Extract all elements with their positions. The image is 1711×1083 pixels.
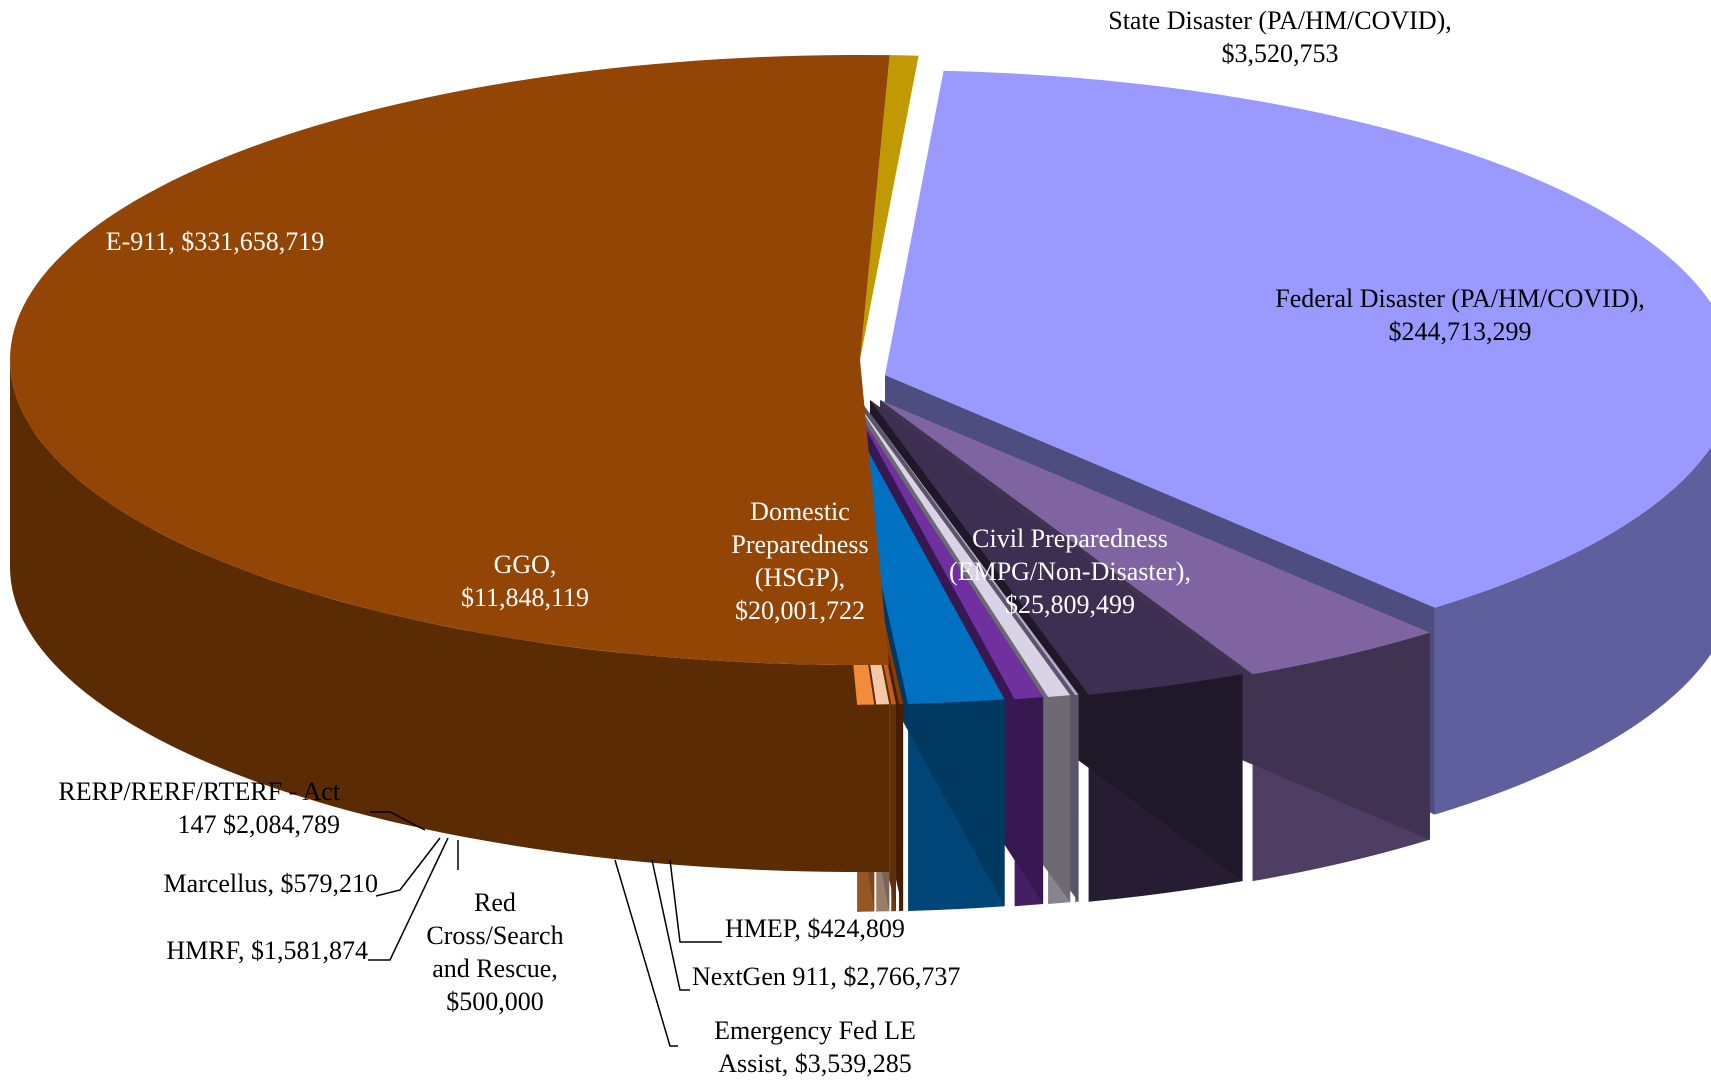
slice-label: Federal Disaster (PA/HM/COVID), $244,713… xyxy=(1240,282,1680,348)
slice-label: Civil Preparedness (EMPG/Non-Disaster), … xyxy=(925,522,1215,621)
leader-line xyxy=(669,859,722,943)
leader-line xyxy=(651,859,690,991)
slice-top xyxy=(855,400,1071,698)
category-name: Federal Disaster (PA/HM/COVID), xyxy=(1275,284,1645,313)
slice-label: NextGen 911, $2,766,737 xyxy=(692,960,1032,993)
slice-label: HMRF, $1,581,874 xyxy=(100,934,368,967)
category-name: NextGen 911, xyxy=(692,962,837,991)
value-label: $25,809,499 xyxy=(1005,590,1135,619)
category-name: Red Cross/Search and Rescue, xyxy=(426,888,564,983)
category-name: State Disaster (PA/HM/COVID), xyxy=(1108,6,1452,35)
category-name: GGO, xyxy=(493,550,557,579)
slice-label: E-911, $331,658,719 xyxy=(90,225,340,258)
value-label: $424,809 xyxy=(807,914,905,943)
slice-top xyxy=(9,54,890,666)
category-name: Domestic Preparedness (HSGP), xyxy=(731,497,869,592)
category-name: RERP/RERF/RTERF - Act 147 xyxy=(58,777,340,839)
slice-label: Emergency Fed LE Assist, $3,539,285 xyxy=(680,1014,950,1080)
category-name: Emergency Fed LE Assist, xyxy=(714,1016,916,1078)
value-label: $579,210 xyxy=(280,869,379,898)
leader-line xyxy=(368,837,449,961)
slice-top xyxy=(860,400,1079,696)
slice-top xyxy=(860,55,919,361)
value-label: $11,848,119 xyxy=(460,583,590,612)
leader-line xyxy=(375,837,441,897)
value-label: $331,658,719 xyxy=(181,227,325,256)
category-name: Marcellus, xyxy=(163,869,274,898)
slice-label: Red Cross/Search and Rescue, $500,000 xyxy=(415,886,575,1018)
value-label: $2,766,737 xyxy=(843,962,961,991)
slice-top xyxy=(885,70,1711,608)
slice-side xyxy=(10,360,890,872)
slice-label: Domestic Preparedness (HSGP), $20,001,72… xyxy=(715,495,885,627)
category-name: Civil Preparedness (EMPG/Non-Disaster), xyxy=(949,524,1191,586)
slice-top xyxy=(850,400,1044,700)
value-label: $2,084,789 xyxy=(223,810,340,839)
slice-top xyxy=(870,400,1243,695)
value-label: $500,000 xyxy=(446,987,544,1016)
value-label: $3,539,285 xyxy=(794,1049,912,1078)
slice-label: RERP/RERF/RTERF - Act 147 $2,084,789 xyxy=(40,775,340,841)
slice-side xyxy=(1434,446,1711,815)
value-label: $244,713,299 xyxy=(1388,317,1532,346)
leader-line xyxy=(370,811,426,831)
leader-line xyxy=(614,859,678,1047)
slice-label: State Disaster (PA/HM/COVID), $3,520,753 xyxy=(1060,4,1500,70)
category-name: HMEP, xyxy=(725,914,801,943)
category-name: E-911, xyxy=(105,227,175,256)
slice-top xyxy=(880,400,1430,675)
value-label: $3,520,753 xyxy=(1221,39,1339,68)
category-name: HMRF, xyxy=(166,936,245,965)
slice-label: GGO, $11,848,119 xyxy=(440,548,610,614)
slice-label: HMEP, $424,809 xyxy=(725,912,1045,945)
value-label: $20,001,722 xyxy=(735,596,865,625)
slice-top xyxy=(840,400,1005,705)
slice-label: Marcellus, $579,210 xyxy=(100,867,378,900)
value-label: $1,581,874 xyxy=(251,936,368,965)
